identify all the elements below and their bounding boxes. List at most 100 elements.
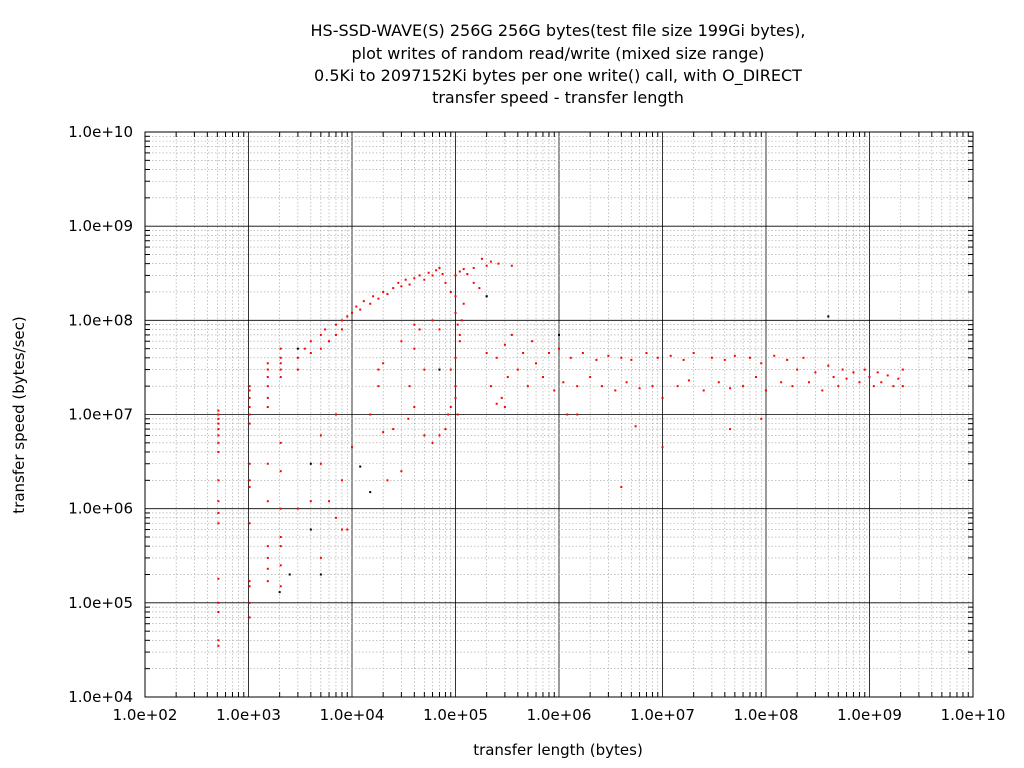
data-points bbox=[217, 257, 904, 647]
data-point-writes bbox=[454, 311, 457, 314]
data-point-writes bbox=[303, 347, 306, 350]
data-point-writes bbox=[503, 406, 506, 409]
data-point-writes bbox=[279, 347, 282, 350]
data-point-writes bbox=[413, 277, 416, 280]
title-line-3: 0.5Ki to 2097152Ki bytes per one write()… bbox=[314, 66, 802, 86]
data-point-writes bbox=[309, 500, 312, 503]
data-point-writes bbox=[837, 385, 840, 388]
data-point-writes bbox=[279, 441, 282, 444]
data-point-writes bbox=[369, 413, 372, 416]
data-point-writes bbox=[413, 347, 416, 350]
data-point-writes bbox=[319, 434, 322, 437]
data-point-other bbox=[558, 333, 560, 336]
data-point-writes bbox=[576, 413, 579, 416]
data-point-writes bbox=[472, 266, 475, 269]
data-point-writes bbox=[625, 381, 628, 384]
data-point-writes bbox=[454, 356, 457, 359]
data-point-writes bbox=[901, 385, 904, 388]
data-point-writes bbox=[423, 278, 426, 281]
data-point-writes bbox=[404, 278, 407, 281]
data-point-other bbox=[309, 528, 312, 531]
data-point-writes bbox=[346, 528, 349, 531]
data-point-writes bbox=[413, 406, 416, 409]
data-point-other bbox=[296, 347, 299, 350]
title-line-1: HS-SSD-WAVE(S) 256G 256G bytes(test file… bbox=[311, 21, 806, 40]
data-point-writes bbox=[382, 431, 385, 434]
data-point-writes bbox=[723, 358, 726, 361]
data-point-writes bbox=[438, 266, 441, 269]
data-point-writes bbox=[897, 377, 900, 380]
data-point-writes bbox=[526, 385, 529, 388]
data-point-writes bbox=[454, 295, 457, 298]
data-point-writes bbox=[248, 406, 251, 409]
data-point-writes bbox=[441, 273, 444, 276]
data-point-writes bbox=[386, 293, 389, 296]
data-point-writes bbox=[796, 368, 799, 371]
data-point-writes bbox=[413, 323, 416, 326]
data-point-writes bbox=[351, 311, 353, 314]
data-point-writes bbox=[620, 356, 623, 359]
data-point-writes bbox=[630, 358, 633, 361]
data-point-writes bbox=[423, 368, 426, 371]
data-point-writes bbox=[634, 425, 637, 428]
data-point-writes bbox=[217, 413, 220, 416]
data-point-writes bbox=[340, 319, 343, 322]
data-point-writes bbox=[266, 406, 269, 409]
data-point-writes bbox=[638, 387, 641, 390]
data-point-writes bbox=[485, 351, 488, 354]
data-point-writes bbox=[472, 281, 475, 284]
data-point-writes bbox=[248, 601, 251, 604]
data-point-writes bbox=[880, 381, 883, 384]
data-point-writes bbox=[362, 300, 365, 303]
data-point-writes bbox=[500, 396, 503, 399]
x-tick-label: 1.0e+07 bbox=[630, 706, 695, 724]
data-point-writes bbox=[427, 271, 430, 274]
title-line-4: transfer speed - transfer length bbox=[432, 88, 684, 107]
data-point-writes bbox=[217, 639, 220, 642]
data-point-writes bbox=[248, 396, 251, 399]
data-point-writes bbox=[217, 601, 220, 604]
data-point-writes bbox=[760, 362, 763, 365]
data-point-writes bbox=[296, 507, 299, 510]
data-point-writes bbox=[328, 340, 331, 343]
data-point-writes bbox=[340, 528, 343, 531]
data-point-writes bbox=[279, 368, 282, 371]
data-point-writes bbox=[558, 347, 560, 350]
data-point-writes bbox=[248, 479, 251, 482]
data-point-writes bbox=[248, 422, 251, 425]
data-point-other bbox=[278, 591, 281, 594]
data-point-writes bbox=[729, 387, 732, 390]
data-point-writes bbox=[886, 374, 889, 377]
data-point-writes bbox=[553, 389, 556, 392]
data-point-writes bbox=[495, 402, 498, 405]
data-point-writes bbox=[319, 333, 322, 336]
data-point-writes bbox=[497, 262, 500, 265]
data-point-writes bbox=[217, 500, 220, 503]
data-point-writes bbox=[510, 333, 513, 336]
data-point-other bbox=[485, 295, 488, 298]
data-point-writes bbox=[516, 368, 519, 371]
data-point-writes bbox=[217, 428, 220, 431]
data-point-writes bbox=[661, 446, 664, 449]
data-point-writes bbox=[266, 567, 269, 570]
data-point-writes bbox=[279, 507, 282, 510]
data-point-writes bbox=[620, 485, 623, 488]
data-point-writes bbox=[495, 356, 498, 359]
data-point-writes bbox=[431, 319, 434, 322]
y-axis-label: transfer speed (bytes/sec) bbox=[10, 316, 28, 513]
x-tick-label: 1.0e+08 bbox=[734, 706, 799, 724]
data-point-writes bbox=[340, 479, 343, 482]
data-point-writes bbox=[279, 362, 282, 365]
y-tick-label: 1.0e+09 bbox=[68, 217, 133, 235]
data-point-writes bbox=[386, 479, 389, 482]
data-point-writes bbox=[444, 281, 447, 284]
data-point-writes bbox=[334, 333, 337, 336]
title-line-2: plot writes of random read/write (mixed … bbox=[352, 44, 765, 63]
data-point-writes bbox=[607, 354, 610, 357]
data-point-writes bbox=[328, 500, 331, 503]
data-point-writes bbox=[279, 564, 282, 567]
data-point-writes bbox=[266, 462, 269, 465]
data-point-writes bbox=[535, 362, 538, 365]
data-point-writes bbox=[821, 389, 824, 392]
x-tick-label: 1.0e+03 bbox=[216, 706, 281, 724]
